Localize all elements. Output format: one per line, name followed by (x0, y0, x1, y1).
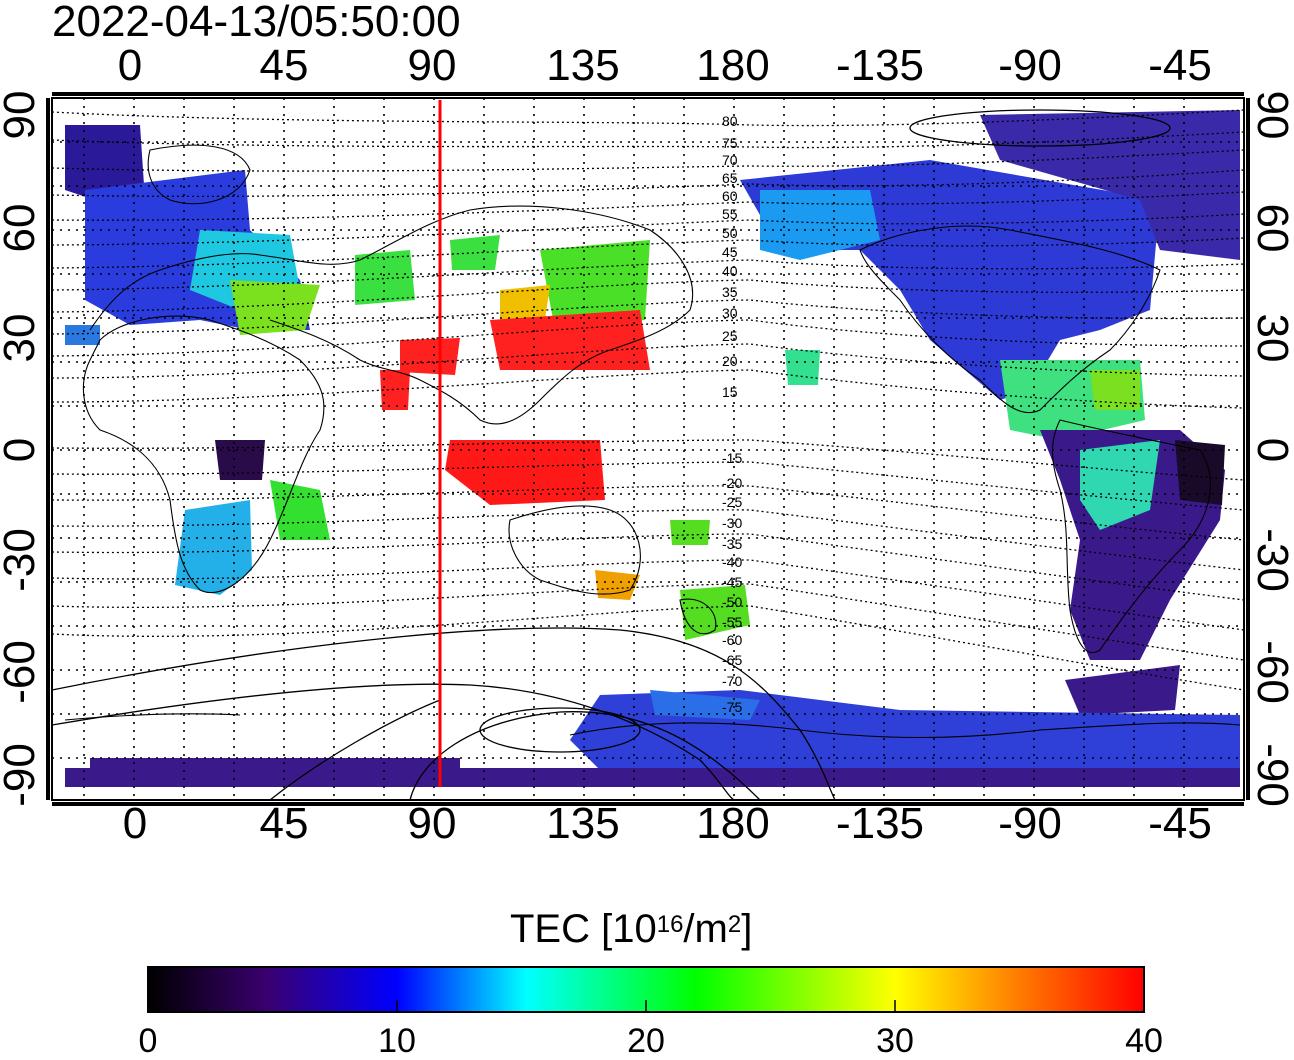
right-axis-label: -30 (1248, 528, 1294, 592)
bottom-axis-label: 45 (259, 799, 309, 848)
contour-label: -65 (722, 652, 742, 668)
contour-label: -30 (722, 515, 742, 531)
bottom-axis-label: -90 (998, 799, 1062, 848)
contour-label: 60 (722, 188, 738, 204)
contour-label: 30 (722, 305, 738, 321)
bottom-axis-label: -45 (1148, 799, 1212, 848)
contour-label: -25 (722, 494, 742, 510)
right-axis-label: 0 (1248, 437, 1294, 463)
magnetic-contours (52, 109, 1244, 691)
bottom-axis-label: -135 (835, 799, 925, 848)
top-axis-label: 45 (259, 41, 309, 90)
contour-label: -60 (722, 632, 742, 648)
contour-label: -75 (722, 699, 742, 715)
contour-label: 55 (722, 206, 738, 222)
left-axis-label: 90 (0, 90, 44, 140)
bottom-axis-label: 180 (696, 799, 770, 848)
left-axis-label: -60 (0, 640, 44, 704)
contour-label: -15 (722, 450, 742, 466)
contour-label: -55 (722, 614, 742, 630)
colorbar-tick-label: 30 (876, 1022, 914, 1060)
contour-label: 15 (722, 384, 738, 400)
graticule (52, 98, 1244, 800)
contour-label: 35 (722, 284, 738, 300)
contour-label: 50 (722, 225, 738, 241)
left-axis-label: 0 (0, 438, 44, 462)
left-axis-label: -90 (0, 743, 44, 807)
colorbar-title: TEC [1016/m2] (510, 907, 753, 951)
colorbar-tick-label: 10 (378, 1022, 416, 1060)
contour-label: -45 (722, 574, 742, 590)
top-axis-label: 0 (117, 41, 143, 90)
top-axis-label: 180 (696, 41, 770, 90)
contour-label: 20 (722, 353, 738, 369)
bottom-axis-label: 0 (122, 799, 148, 848)
map-frame (51, 97, 1245, 801)
contour-label: 25 (722, 328, 738, 344)
polar-contours (52, 109, 1171, 800)
contour-label: -70 (722, 673, 742, 689)
timestamp-title: 2022-04-13/05:50:00 (52, 0, 461, 46)
left-axis-label: 30 (0, 313, 44, 363)
contour-label: 40 (722, 263, 738, 279)
axis-ticks (46, 92, 1250, 806)
contour-label: -35 (722, 536, 742, 552)
contour-label: -40 (722, 554, 742, 570)
left-axis-label: -30 (0, 528, 44, 592)
top-axis-label: -90 (998, 41, 1062, 90)
left-axis-label: 60 (0, 203, 44, 253)
contour-label: 75 (722, 135, 738, 151)
right-axis-label: -90 (1248, 743, 1294, 807)
colorbar-tick-label: 40 (1125, 1022, 1163, 1060)
contour-label: 80 (722, 113, 738, 129)
contour-label: 45 (722, 244, 738, 260)
coastlines (64, 144, 1241, 739)
right-axis-label: 90 (1248, 90, 1294, 140)
colorbar-tick-label: 20 (627, 1022, 665, 1060)
tec-data-layer (65, 110, 1240, 787)
right-axis-label: 60 (1248, 203, 1294, 253)
contour-label: 65 (722, 170, 738, 186)
bottom-axis-label: 90 (407, 799, 457, 848)
contour-label: -50 (722, 594, 742, 610)
colorbar-ticks (396, 1000, 896, 1012)
right-axis-label: -60 (1248, 640, 1294, 704)
right-axis-label: 30 (1248, 313, 1294, 363)
top-axis-label: -135 (835, 41, 925, 90)
contour-label: 70 (722, 152, 738, 168)
top-axis-label: -45 (1148, 41, 1212, 90)
colorbar-tick-label: 0 (138, 1022, 158, 1060)
top-axis-label: 90 (407, 41, 457, 90)
top-axis-label: 135 (546, 41, 620, 90)
bottom-axis-label: 135 (546, 799, 620, 848)
contour-label: -20 (722, 475, 742, 491)
